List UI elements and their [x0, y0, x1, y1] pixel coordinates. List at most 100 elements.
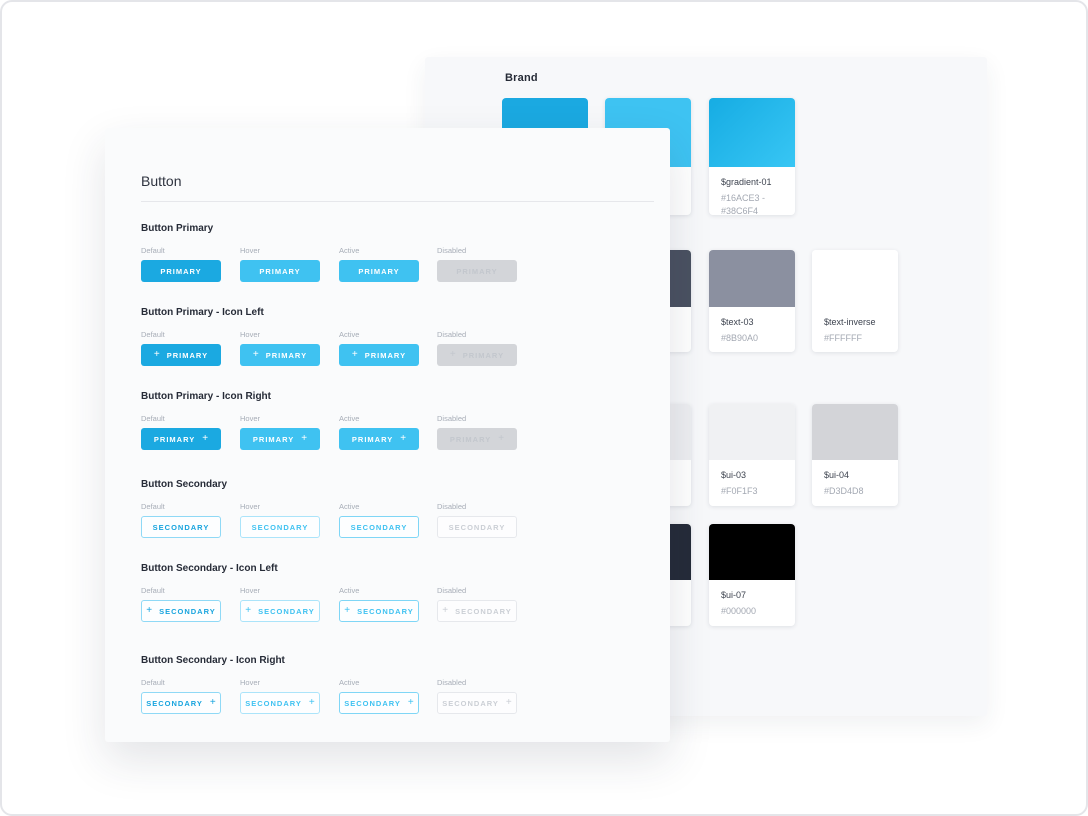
plus-icon: +	[498, 433, 505, 444]
plus-icon: +	[351, 349, 358, 360]
button-label: PRIMARY	[456, 266, 498, 276]
state-label: Disabled	[437, 586, 467, 595]
state-column-default: Default + PRIMARY	[141, 307, 240, 369]
state-column-default: Default SECONDARY +	[141, 655, 240, 717]
primary-icon-left-button-hover[interactable]: + PRIMARY	[240, 344, 320, 366]
state-column-disabled: Disabled PRIMARY	[437, 223, 536, 285]
color-card-ui-07: $ui-07 #000000	[709, 524, 795, 626]
primary-icon-right-button-active[interactable]: PRIMARY +	[339, 428, 419, 450]
color-swatch	[709, 524, 795, 580]
button-label: SECONDARY	[152, 522, 210, 532]
button-label: PRIMARY	[358, 266, 400, 276]
color-swatch	[709, 250, 795, 307]
primary-button-hover[interactable]: PRIMARY	[240, 260, 320, 282]
plus-icon: +	[505, 697, 512, 708]
state-column-disabled: Disabled PRIMARY +	[437, 391, 536, 453]
plus-icon: +	[209, 697, 216, 708]
plus-icon: +	[245, 605, 252, 616]
plus-icon: +	[400, 433, 407, 444]
button-label: SECONDARY	[245, 698, 302, 708]
primary-icon-right-button-default[interactable]: PRIMARY +	[141, 428, 221, 450]
state-label: Active	[339, 678, 360, 687]
state-column-active: Active SECONDARY +	[339, 655, 438, 717]
primary-button-disabled[interactable]: PRIMARY	[437, 260, 517, 282]
token-name: $ui-03	[721, 470, 747, 480]
title-divider	[141, 201, 654, 202]
primary-button-active[interactable]: PRIMARY	[339, 260, 419, 282]
primary-icon-left-button-active[interactable]: + PRIMARY	[339, 344, 419, 366]
color-card-gradient-01: $gradient-01 #16ACE3 - #38C6F4	[709, 98, 795, 218]
state-label: Default	[141, 246, 165, 255]
section-heading: Button Secondary - Icon Right	[141, 655, 285, 666]
button-label: SECONDARY	[251, 522, 309, 532]
button-label: SECONDARY	[258, 606, 315, 616]
button-label: SECONDARY	[159, 606, 216, 616]
state-column-hover: Hover + PRIMARY	[240, 307, 339, 369]
primary-icon-right-button-hover[interactable]: PRIMARY +	[240, 428, 320, 450]
section-button-primary: Button Primary Default PRIMARY Hover PRI…	[141, 223, 641, 285]
color-swatch	[812, 404, 898, 460]
state-label: Active	[339, 586, 360, 595]
secondary-icon-left-button-active[interactable]: + SECONDARY	[339, 600, 419, 622]
card-meta: $ui-04 #D3D4D8	[812, 460, 898, 498]
button-label: PRIMARY	[364, 350, 407, 360]
state-label: Disabled	[437, 246, 467, 255]
state-column-default: Default SECONDARY	[141, 479, 240, 541]
secondary-icon-left-button-default[interactable]: + SECONDARY	[141, 600, 221, 622]
token-hex: #000000	[721, 606, 757, 616]
token-hex: #D3D4D8	[824, 486, 864, 496]
state-label: Active	[339, 414, 360, 423]
plus-icon: +	[252, 349, 259, 360]
color-swatch	[812, 250, 898, 307]
state-column-disabled: Disabled + PRIMARY	[437, 307, 536, 369]
section-heading: Button Secondary - Icon Left	[141, 563, 278, 574]
state-column-active: Active SECONDARY	[339, 479, 438, 541]
plus-icon: +	[153, 349, 160, 360]
card-meta: $gradient-01 #16ACE3 - #38C6F4	[709, 167, 795, 218]
button-label: PRIMARY	[259, 266, 301, 276]
primary-icon-left-button-disabled[interactable]: + PRIMARY	[437, 344, 517, 366]
button-label: SECONDARY	[455, 606, 512, 616]
state-column-default: Default PRIMARY +	[141, 391, 240, 453]
button-label: PRIMARY	[449, 434, 492, 444]
primary-button-default[interactable]: PRIMARY	[141, 260, 221, 282]
color-card-text-03: $text-03 #8B90A0	[709, 250, 795, 352]
secondary-button-active[interactable]: SECONDARY	[339, 516, 419, 538]
state-label: Hover	[240, 330, 261, 339]
state-column-hover: Hover SECONDARY +	[240, 655, 339, 717]
state-label: Disabled	[437, 414, 467, 423]
state-label: Default	[141, 502, 165, 511]
state-column-hover: Hover SECONDARY	[240, 479, 339, 541]
primary-icon-right-button-disabled[interactable]: PRIMARY +	[437, 428, 517, 450]
token-name: $text-inverse	[824, 317, 876, 327]
secondary-icon-left-button-hover[interactable]: + SECONDARY	[240, 600, 320, 622]
secondary-icon-right-button-hover[interactable]: SECONDARY +	[240, 692, 320, 714]
state-label: Default	[141, 678, 165, 687]
secondary-icon-right-button-default[interactable]: SECONDARY +	[141, 692, 221, 714]
primary-icon-left-button-default[interactable]: + PRIMARY	[141, 344, 221, 366]
state-column-hover: Hover PRIMARY +	[240, 391, 339, 453]
secondary-button-disabled[interactable]: SECONDARY	[437, 516, 517, 538]
token-hex: #FFFFFF	[824, 333, 862, 343]
secondary-button-default[interactable]: SECONDARY	[141, 516, 221, 538]
state-label: Default	[141, 414, 165, 423]
state-column-disabled: Disabled + SECONDARY	[437, 563, 536, 625]
state-label: Hover	[240, 246, 261, 255]
secondary-icon-left-button-disabled[interactable]: + SECONDARY	[437, 600, 517, 622]
secondary-icon-right-button-active[interactable]: SECONDARY +	[339, 692, 419, 714]
plus-icon: +	[344, 605, 351, 616]
token-name: $gradient-01	[721, 177, 772, 187]
secondary-icon-right-button-disabled[interactable]: SECONDARY +	[437, 692, 517, 714]
button-sheet: Button Button Primary Default PRIMARY Ho…	[105, 128, 670, 742]
state-column-active: Active PRIMARY +	[339, 391, 438, 453]
button-label: PRIMARY	[160, 266, 202, 276]
plus-icon: +	[202, 433, 209, 444]
state-label: Disabled	[437, 330, 467, 339]
state-column-active: Active PRIMARY	[339, 223, 438, 285]
section-heading: Button Secondary	[141, 479, 228, 490]
button-label: PRIMARY	[153, 434, 196, 444]
token-hex: #16ACE3 -	[721, 193, 766, 203]
secondary-button-hover[interactable]: SECONDARY	[240, 516, 320, 538]
state-column-active: Active + SECONDARY	[339, 563, 438, 625]
